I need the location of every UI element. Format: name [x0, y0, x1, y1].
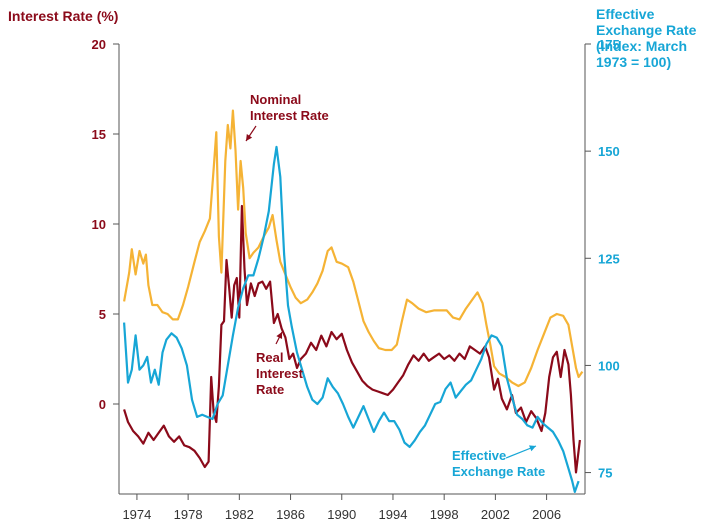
right-axis-tick-label: 75	[598, 466, 612, 481]
x-axis-tick-label: 1998	[430, 507, 459, 522]
right-axis-title-line: (Index: March	[596, 38, 688, 54]
left-axis-title: Interest Rate (%)	[8, 8, 119, 24]
x-axis-tick-label: 1994	[379, 507, 408, 522]
right-axis-title-line: Effective	[596, 6, 655, 22]
exchange-annotation-arrow-head	[529, 445, 536, 452]
left-axis-tick-label: 20	[92, 37, 106, 52]
nominal-annotation-arrow-head	[246, 134, 253, 141]
x-axis-tick-label: 1990	[327, 507, 356, 522]
right-axis-tick-label: 125	[598, 251, 620, 266]
left-axis-tick-label: 15	[92, 127, 106, 142]
real-annotation-arrow-head	[276, 332, 283, 339]
right-axis-title-line: Exchange Rate	[596, 22, 697, 38]
exchange-rate-annotation: Effective Exchange Rate	[452, 448, 546, 479]
x-axis-tick-label: 2006	[532, 507, 561, 522]
x-axis-tick-label: 1986	[276, 507, 305, 522]
effective-exchange-rate-line	[123, 145, 580, 493]
left-axis-tick-label: 5	[99, 307, 106, 322]
x-axis-tick-label: 1974	[122, 507, 151, 522]
real-interest-rate-line	[123, 204, 581, 474]
nominal-rate-annotation: Nominal Interest Rate	[250, 92, 329, 123]
x-axis-tick-label: 1982	[225, 507, 254, 522]
x-axis-tick-label: 1978	[174, 507, 203, 522]
nominal-interest-rate-line	[123, 109, 584, 388]
left-axis-tick-label: 0	[99, 397, 106, 412]
right-axis-tick-label: 150	[598, 144, 620, 159]
right-axis-title-line: 1973 = 100)	[596, 54, 672, 70]
real-rate-annotation: Real Interest Rate	[256, 350, 303, 397]
left-axis-tick-label: 10	[92, 217, 106, 232]
series-group	[123, 109, 584, 493]
right-axis-title: Effective Exchange Rate (Index: March 19…	[596, 6, 696, 70]
x-axis-tick-label: 2002	[481, 507, 510, 522]
annotation-arrows	[245, 125, 537, 459]
right-axis-tick-label: 175	[598, 37, 620, 52]
right-axis-tick-label: 100	[598, 358, 620, 373]
axes: 0 5 10 15 20 75 100 125 150 175 1974 1978 1982 1986 19…	[92, 37, 620, 522]
